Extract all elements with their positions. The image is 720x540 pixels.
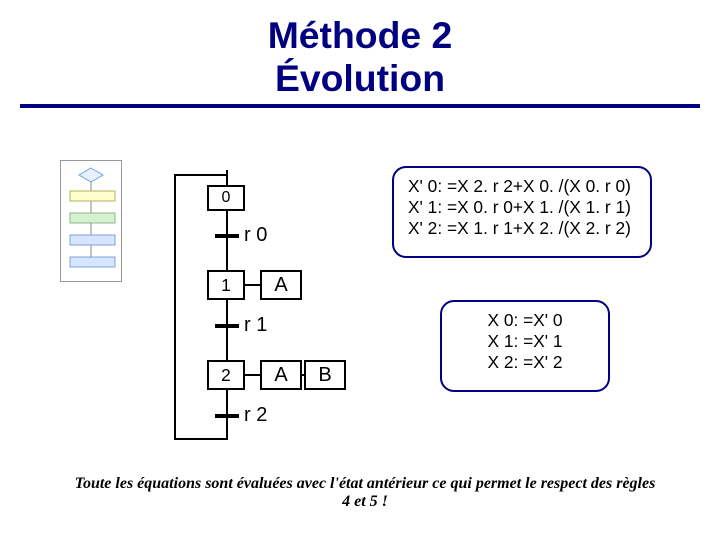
action-a-0: A: [260, 270, 302, 300]
footer-note: Toute les équations sont évaluées avec l…: [70, 475, 660, 511]
equation-line-0-2: X' 2: =X 1. r 1+X 2. /(X 2. r 2): [408, 218, 636, 239]
state-0: 0: [207, 185, 245, 211]
equation-line-0-1: X' 1: =X 0. r 0+X 1. /(X 1. r 1): [408, 197, 636, 218]
action-a-1: A: [260, 360, 302, 390]
equation-line-1-1: X 1: =X' 1: [456, 331, 594, 352]
transition-label-1: r 1: [244, 314, 267, 337]
action-b-2: B: [304, 360, 346, 390]
equation-line-0-0: X' 0: =X 2. r 2+X 0. /(X 0. r 0): [408, 176, 636, 197]
state-2: 2: [207, 360, 245, 390]
equation-line-1-0: X 0: =X' 0: [456, 310, 594, 331]
equation-box-0: X' 0: =X 2. r 2+X 0. /(X 0. r 0)X' 1: =X…: [392, 166, 652, 258]
transition-label-2: r 2: [244, 404, 267, 427]
transition-tick-2: [215, 414, 239, 418]
state-1: 1: [207, 270, 245, 300]
thumbnail-overview: [60, 160, 122, 282]
transition-label-0: r 0: [244, 224, 267, 247]
transition-tick-1: [215, 324, 239, 328]
transition-tick-0: [215, 234, 239, 238]
equation-line-1-2: X 2: =X' 2: [456, 352, 594, 373]
equation-box-1: X 0: =X' 0X 1: =X' 1X 2: =X' 2: [440, 300, 610, 392]
diagram-canvas: 012AABr 0r 1r 2 X' 0: =X 2. r 2+X 0. /(X…: [0, 0, 720, 540]
